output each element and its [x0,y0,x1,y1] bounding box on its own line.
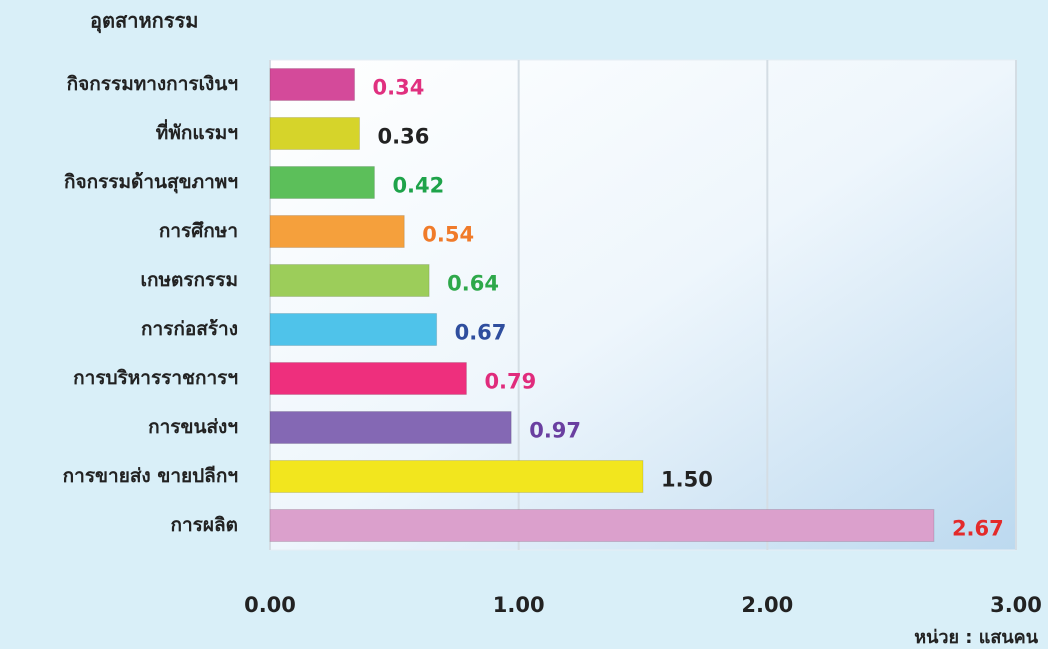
bar [269,68,356,101]
bar [269,509,935,542]
y-tick-label: ที่พักแรมฯ [156,119,238,144]
bar [269,117,361,150]
bar [269,264,430,297]
y-tick-label: กิจกรรมทางการเงินฯ [67,73,238,95]
value-label: 0.64 [447,272,499,296]
value-label: 0.42 [392,174,444,198]
y-tick-label: การขนส่งฯ [148,416,238,438]
x-tick-label: 1.00 [493,593,545,617]
bar [269,411,512,444]
x-tick-label: 2.00 [741,593,793,617]
y-tick-label: การก่อสร้าง [141,318,238,340]
y-tick-label: การบริหารราชการฯ [73,367,238,389]
bar [269,460,644,493]
x-tick-label: 0.00 [244,593,296,617]
value-label: 0.79 [484,370,536,394]
value-label: 0.36 [378,125,430,149]
value-label: 2.67 [952,517,1004,541]
bar [269,362,467,395]
y-tick-label: กิจกรรมด้านสุขภาพฯ [64,171,238,194]
y-tick-label: การขายส่ง ขายปลีกฯ [63,465,238,487]
value-label: 1.50 [661,468,713,492]
axis-title: อุตสาหกรรม [90,9,198,34]
bar [269,215,405,248]
value-label: 0.54 [422,223,474,247]
value-label: 0.34 [373,76,425,100]
y-tick-label: การศึกษา [159,220,238,242]
bar [269,313,438,346]
value-label: 0.97 [529,419,581,443]
y-tick-label: การผลิต [171,514,239,536]
value-label: 0.67 [455,321,507,345]
x-tick-label: 3.00 [990,593,1042,617]
y-tick-label: เกษตรกรรม [140,269,238,291]
bar [269,166,375,199]
unit-note: หน่วย : แสนคน [914,627,1038,648]
